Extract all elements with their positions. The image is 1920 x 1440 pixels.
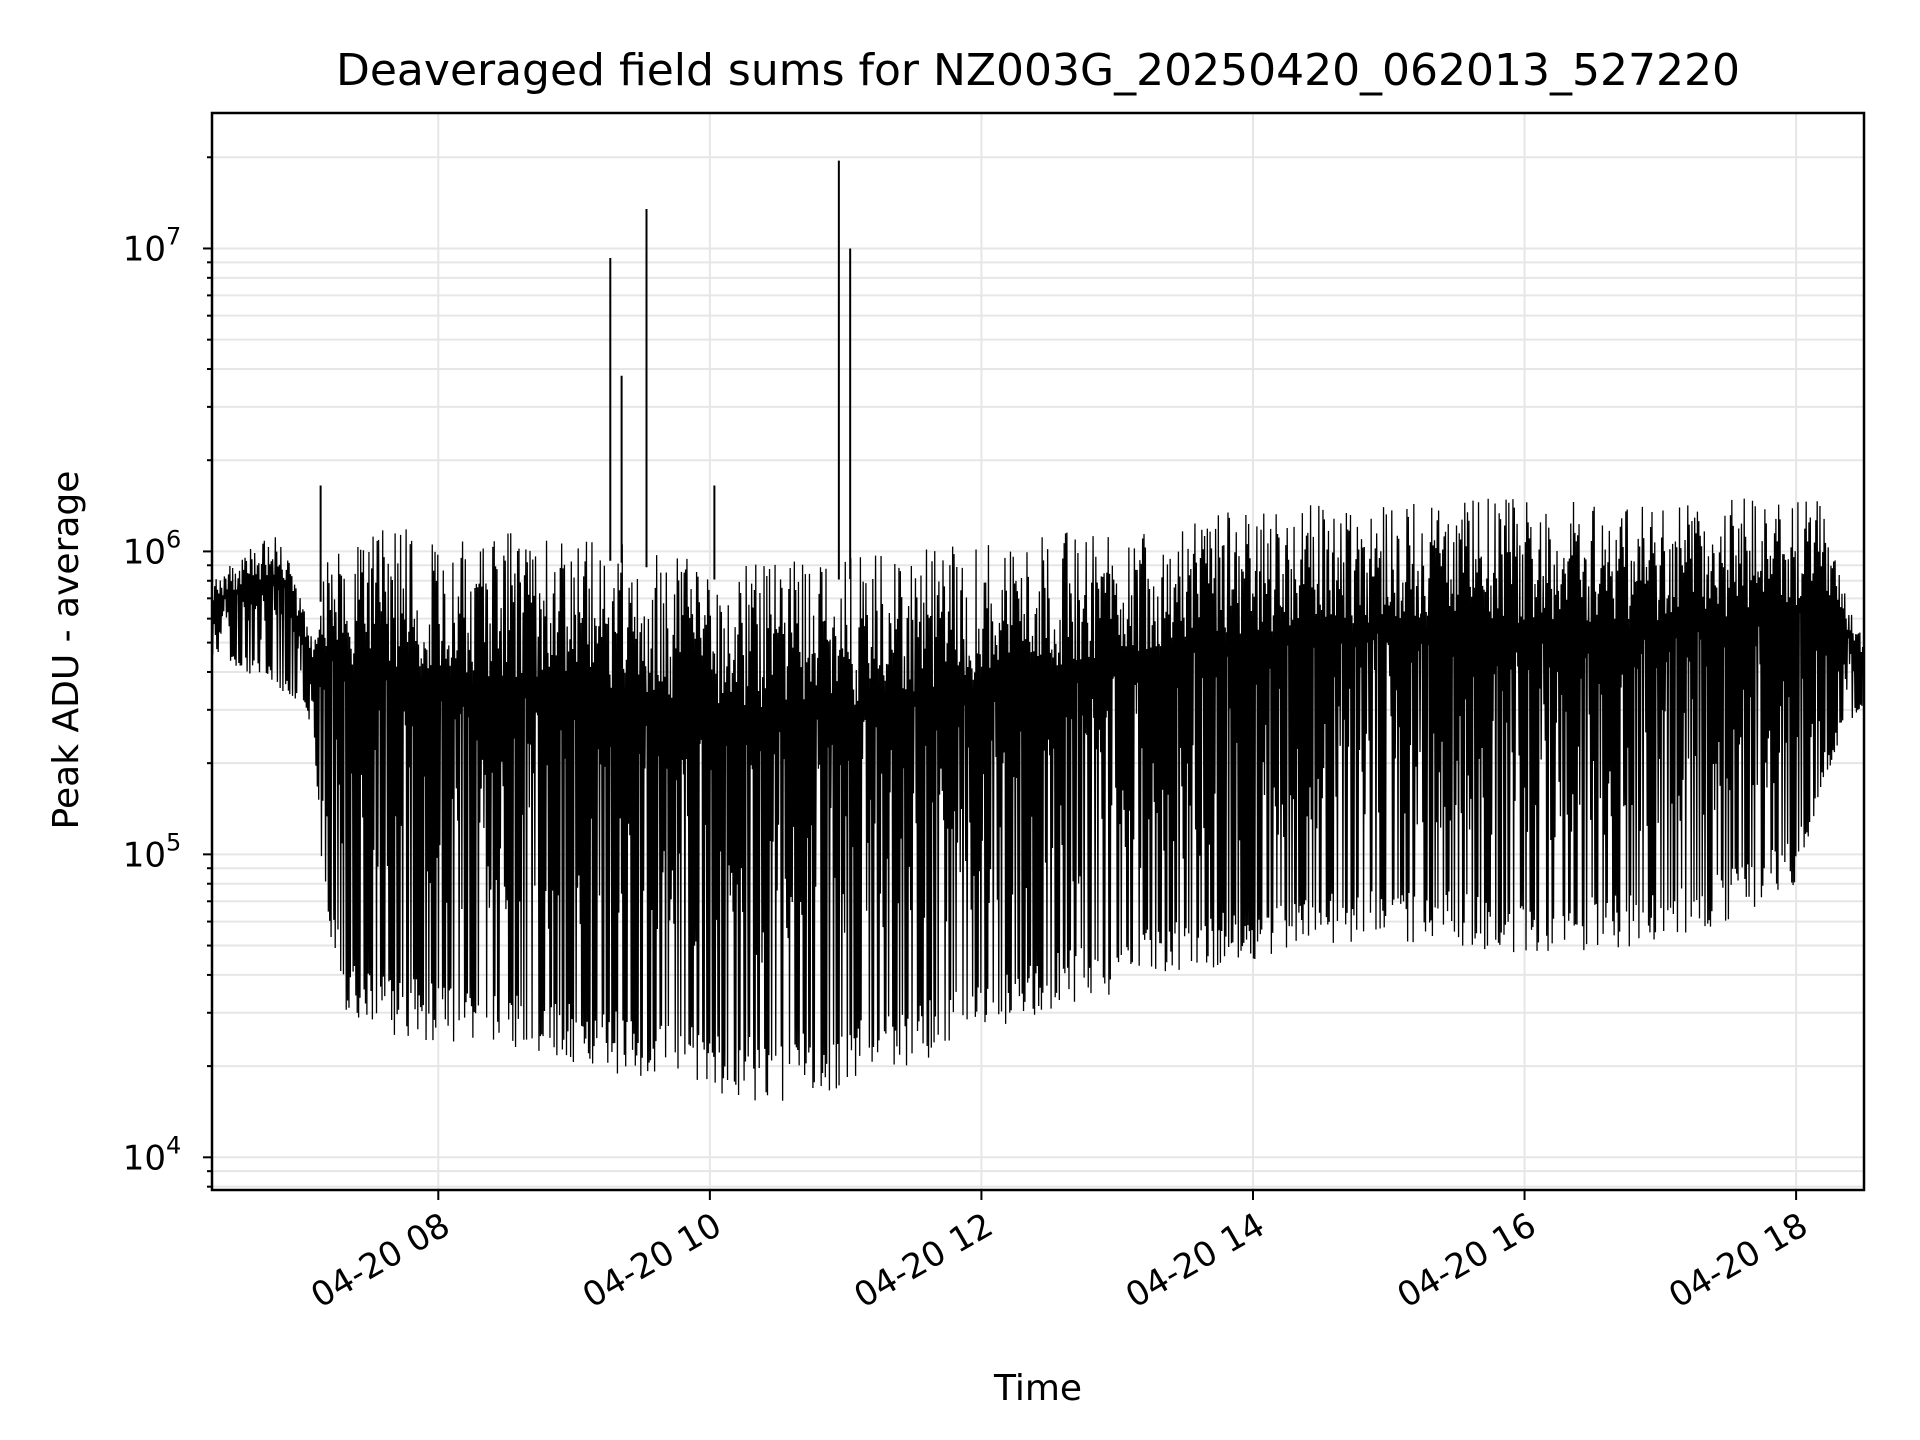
series (211, 160, 1865, 1101)
y-axis-label: Peak ADU - average (46, 471, 87, 830)
series-line (211, 498, 1865, 1101)
y-tick-label: 107 (123, 222, 182, 269)
plot-frame (210, 111, 1866, 1192)
y-tick-label: 106 (123, 525, 182, 572)
x-axis-label: Time (993, 1368, 1082, 1409)
y-tick-label: 104 (123, 1131, 182, 1178)
y-tick-label: 105 (123, 828, 182, 875)
y-axis-ticks: 104 105 106 107 (123, 156, 212, 1188)
chart-title: Deaveraged field sums for NZ003G_2025042… (336, 45, 1740, 96)
